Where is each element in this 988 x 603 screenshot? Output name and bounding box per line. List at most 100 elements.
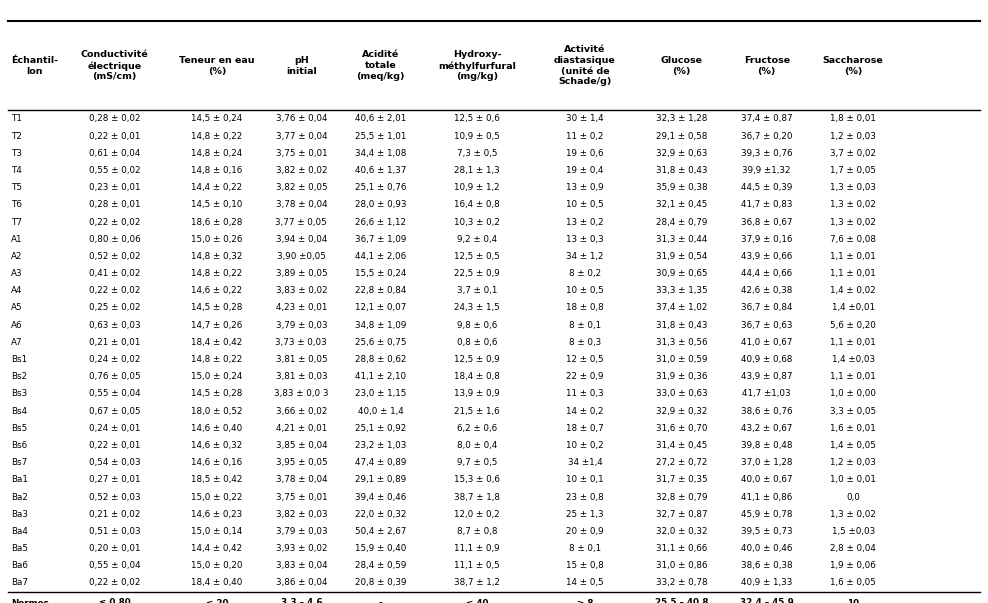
Text: 37,9 ± 0,16: 37,9 ± 0,16 (741, 235, 792, 244)
Text: 33,0 ± 0,63: 33,0 ± 0,63 (656, 390, 707, 399)
Text: 10: 10 (847, 599, 860, 603)
Text: ≤ 40: ≤ 40 (466, 599, 488, 603)
Text: 38,7 ± 1,8: 38,7 ± 1,8 (454, 493, 500, 502)
Text: 0,22 ± 0,01: 0,22 ± 0,01 (89, 131, 140, 140)
Text: pH
initial: pH initial (286, 56, 317, 75)
Text: 41,0 ± 0,67: 41,0 ± 0,67 (741, 338, 792, 347)
Text: Ba5: Ba5 (11, 544, 28, 553)
Text: 31,4 ± 0,45: 31,4 ± 0,45 (656, 441, 707, 450)
Text: 0,54 ± 0,03: 0,54 ± 0,03 (89, 458, 140, 467)
Text: 41,1 ± 0,86: 41,1 ± 0,86 (741, 493, 792, 502)
Text: 12,5 ± 0,9: 12,5 ± 0,9 (454, 355, 500, 364)
Text: 40,0 ± 1,4: 40,0 ± 1,4 (358, 406, 403, 415)
Text: -: - (378, 599, 382, 603)
Text: T5: T5 (11, 183, 22, 192)
Text: A5: A5 (11, 303, 23, 312)
Text: 36,7 ± 0,84: 36,7 ± 0,84 (741, 303, 792, 312)
Text: 33,2 ± 0,78: 33,2 ± 0,78 (656, 578, 707, 587)
Text: 28,4 ± 0,79: 28,4 ± 0,79 (656, 218, 707, 227)
Text: 12,0 ± 0,2: 12,0 ± 0,2 (454, 510, 500, 519)
Text: 44,4 ± 0,66: 44,4 ± 0,66 (741, 269, 792, 278)
Text: ≤ 20: ≤ 20 (206, 599, 228, 603)
Text: 22 ± 0,9: 22 ± 0,9 (566, 372, 604, 381)
Text: 0,22 ± 0,02: 0,22 ± 0,02 (89, 578, 140, 587)
Text: Fructose
(%): Fructose (%) (744, 56, 789, 75)
Text: 32,4 – 45,9: 32,4 – 45,9 (740, 599, 793, 603)
Text: 29,1 ± 0,89: 29,1 ± 0,89 (355, 475, 406, 484)
Text: T7: T7 (11, 218, 22, 227)
Text: 31,3 ± 0,44: 31,3 ± 0,44 (656, 235, 707, 244)
Text: 9,7 ± 0,5: 9,7 ± 0,5 (457, 458, 497, 467)
Text: 8,7 ± 0,8: 8,7 ± 0,8 (457, 527, 497, 536)
Text: T6: T6 (11, 200, 22, 209)
Text: 1,1 ± 0,01: 1,1 ± 0,01 (830, 269, 876, 278)
Text: 15,5 ± 0,24: 15,5 ± 0,24 (355, 269, 406, 278)
Text: 34,8 ± 1,09: 34,8 ± 1,09 (355, 321, 406, 330)
Text: 7,3 ± 0,5: 7,3 ± 0,5 (457, 149, 497, 158)
Text: 0,67 ± 0,05: 0,67 ± 0,05 (89, 406, 140, 415)
Text: 1,3 ± 0,02: 1,3 ± 0,02 (830, 510, 876, 519)
Text: 12,5 ± 0,5: 12,5 ± 0,5 (454, 252, 500, 261)
Text: 14,8 ± 0,22: 14,8 ± 0,22 (192, 131, 242, 140)
Text: 36,7 ± 0,63: 36,7 ± 0,63 (741, 321, 792, 330)
Text: 40,0 ± 0,67: 40,0 ± 0,67 (741, 475, 792, 484)
Text: 12 ± 0,5: 12 ± 0,5 (566, 355, 604, 364)
Text: 39,8 ± 0,48: 39,8 ± 0,48 (741, 441, 792, 450)
Text: 15,0 ± 0,22: 15,0 ± 0,22 (192, 493, 242, 502)
Text: 0,8 ± 0,6: 0,8 ± 0,6 (457, 338, 497, 347)
Text: 38,6 ± 0,76: 38,6 ± 0,76 (741, 406, 792, 415)
Text: 32,0 ± 0,32: 32,0 ± 0,32 (656, 527, 707, 536)
Text: 15,0 ± 0,14: 15,0 ± 0,14 (192, 527, 242, 536)
Text: 14,6 ± 0,32: 14,6 ± 0,32 (192, 441, 242, 450)
Text: 38,6 ± 0,38: 38,6 ± 0,38 (741, 561, 792, 570)
Text: 20 ± 0,9: 20 ± 0,9 (566, 527, 604, 536)
Text: 37,0 ± 1,28: 37,0 ± 1,28 (741, 458, 792, 467)
Text: A4: A4 (11, 286, 23, 295)
Text: 14,6 ± 0,23: 14,6 ± 0,23 (192, 510, 242, 519)
Text: 32,1 ± 0,45: 32,1 ± 0,45 (656, 200, 707, 209)
Text: Normes: Normes (11, 599, 48, 603)
Text: Teneur en eau
(%): Teneur en eau (%) (179, 56, 255, 75)
Text: 1,7 ± 0,05: 1,7 ± 0,05 (830, 166, 876, 175)
Text: A2: A2 (11, 252, 23, 261)
Text: 31,8 ± 0,43: 31,8 ± 0,43 (656, 166, 707, 175)
Text: 1,3 ± 0,03: 1,3 ± 0,03 (830, 183, 876, 192)
Text: 8,0 ± 0,4: 8,0 ± 0,4 (457, 441, 497, 450)
Text: 8 ± 0,1: 8 ± 0,1 (569, 544, 601, 553)
Text: 1,4 ± 0,02: 1,4 ± 0,02 (830, 286, 876, 295)
Text: 40,6 ± 1,37: 40,6 ± 1,37 (355, 166, 406, 175)
Text: 18,5 ± 0,42: 18,5 ± 0,42 (192, 475, 242, 484)
Text: Bs2: Bs2 (11, 372, 27, 381)
Text: 14,5 ± 0,28: 14,5 ± 0,28 (192, 390, 242, 399)
Text: 31,3 ± 0,56: 31,3 ± 0,56 (656, 338, 707, 347)
Text: 11 ± 0,3: 11 ± 0,3 (566, 390, 604, 399)
Text: 3,3 – 4,6: 3,3 – 4,6 (281, 599, 322, 603)
Text: 4,21 ± 0,01: 4,21 ± 0,01 (276, 424, 327, 433)
Text: 15,9 ± 0,40: 15,9 ± 0,40 (355, 544, 406, 553)
Text: 0,80 ± 0,06: 0,80 ± 0,06 (89, 235, 140, 244)
Text: 14,6 ± 0,16: 14,6 ± 0,16 (192, 458, 242, 467)
Text: 9,8 ± 0,6: 9,8 ± 0,6 (457, 321, 497, 330)
Text: 31,0 ± 0,59: 31,0 ± 0,59 (656, 355, 707, 364)
Text: 1,0 ± 0,01: 1,0 ± 0,01 (830, 475, 876, 484)
Text: 0,28 ± 0,01: 0,28 ± 0,01 (89, 200, 140, 209)
Text: 3,81 ± 0,03: 3,81 ± 0,03 (276, 372, 327, 381)
Text: 43,2 ± 0,67: 43,2 ± 0,67 (741, 424, 792, 433)
Text: 14,5 ± 0,10: 14,5 ± 0,10 (192, 200, 242, 209)
Text: 14,8 ± 0,24: 14,8 ± 0,24 (192, 149, 242, 158)
Text: 0,28 ± 0,02: 0,28 ± 0,02 (89, 115, 140, 124)
Text: 0,63 ± 0,03: 0,63 ± 0,03 (89, 321, 140, 330)
Text: 1,2 ± 0,03: 1,2 ± 0,03 (830, 131, 876, 140)
Text: 15,3 ± 0,6: 15,3 ± 0,6 (454, 475, 500, 484)
Text: 50,4 ± 2,67: 50,4 ± 2,67 (355, 527, 406, 536)
Text: 37,4 ± 1,02: 37,4 ± 1,02 (656, 303, 707, 312)
Text: 1,4 ±0,03: 1,4 ±0,03 (832, 355, 874, 364)
Text: 1,0 ± 0,00: 1,0 ± 0,00 (830, 390, 876, 399)
Text: 14,8 ± 0,16: 14,8 ± 0,16 (192, 166, 242, 175)
Text: 12,1 ± 0,07: 12,1 ± 0,07 (355, 303, 406, 312)
Text: 25,1 ± 0,92: 25,1 ± 0,92 (355, 424, 406, 433)
Text: 0,21 ± 0,02: 0,21 ± 0,02 (89, 510, 140, 519)
Text: 3,79 ± 0,03: 3,79 ± 0,03 (276, 527, 327, 536)
Text: 0,55 ± 0,02: 0,55 ± 0,02 (89, 166, 140, 175)
Text: 14,7 ± 0,26: 14,7 ± 0,26 (192, 321, 242, 330)
